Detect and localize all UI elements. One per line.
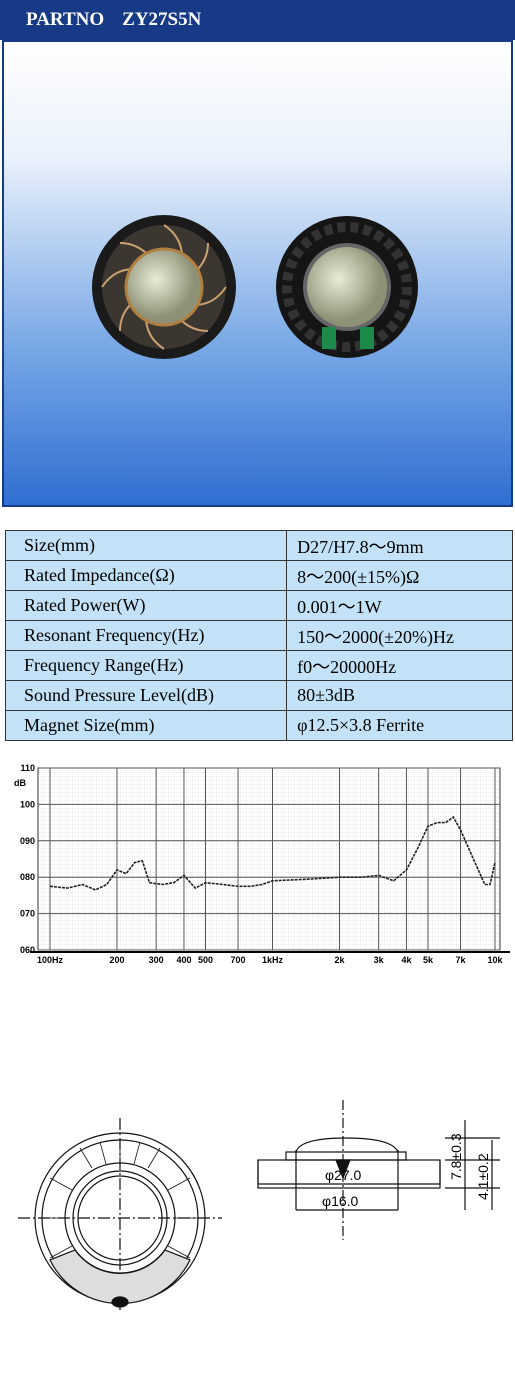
x-tick-label: 500	[198, 955, 213, 965]
spec-row: Rated Impedance(Ω) 8～200(±15%)Ω	[4, 560, 513, 591]
spec-value: 0.001～1W	[286, 590, 513, 621]
spec-label: Size(mm)	[4, 530, 288, 561]
y-tick-label: 100	[20, 799, 35, 809]
spec-label: Frequency Range(Hz)	[4, 650, 288, 681]
dimension-drawing: φ27.0 φ16.0 7.8±0.3 4.1±0.2	[18, 1100, 500, 1312]
x-tick-label: 7k	[456, 955, 467, 965]
spec-label: Resonant Frequency(Hz)	[4, 620, 288, 651]
spec-row: Resonant Frequency(Hz) 150～2000(±20%)Hz	[4, 620, 513, 651]
x-tick-label: 300	[149, 955, 164, 965]
speakers	[92, 215, 418, 359]
spec-value: 8～200(±15%)Ω	[286, 560, 513, 591]
x-tick-label: 3k	[374, 955, 385, 965]
spec-label: Rated Power(W)	[4, 590, 288, 621]
y-tick-label: 080	[20, 872, 35, 882]
product-photo	[2, 40, 513, 507]
x-tick-label: 2k	[334, 955, 345, 965]
x-tick-label: 400	[176, 955, 191, 965]
y-tick-label: 090	[20, 836, 35, 846]
spec-value: D27/H7.8～9mm	[286, 530, 513, 561]
response-curve	[49, 815, 496, 891]
plot-area	[37, 767, 501, 951]
x-tick-label: 200	[109, 955, 124, 965]
x-tick-label: 10k	[487, 955, 503, 965]
y-tick-label: 110	[20, 763, 35, 773]
frame-height: 4.1±0.2	[475, 1153, 491, 1200]
y-axis-label: dB	[14, 778, 26, 788]
spec-row: Frequency Range(Hz) f0～20000Hz	[4, 650, 513, 681]
spec-label: Sound Pressure Level(dB)	[4, 680, 288, 711]
x-tick-label: 700	[231, 955, 246, 965]
header: PARTNO ZY27S5N	[0, 0, 515, 40]
x-tick-label: 1kHz	[262, 955, 284, 965]
height: 7.8±0.3	[448, 1133, 464, 1180]
x-tick-label: 4k	[401, 955, 412, 965]
y-tick-label: 060	[20, 945, 35, 955]
spec-value: φ12.5×3.8 Ferrite	[286, 710, 513, 741]
x-tick-label: 5k	[423, 955, 434, 965]
spec-value: 80±3dB	[286, 680, 513, 711]
spec-row: Sound Pressure Level(dB) 80±3dB	[4, 680, 513, 711]
spec-table: Size(mm) D27/H7.8～9mm Rated Impedance(Ω) 8～…	[4, 530, 513, 741]
spec-row: Size(mm) D27/H7.8～9mm	[4, 530, 513, 561]
response-chart: dB 060 070 080 090 100 110 100Hz 200 300 400 500 70…	[14, 763, 510, 965]
spec-row: Rated Power(W) 0.001～1W	[4, 590, 513, 621]
magnet-dia: φ16.0	[322, 1193, 359, 1209]
y-tick-label: 070	[20, 909, 35, 919]
spec-row: Magnet Size(mm) φ12.5×3.8 Ferrite	[4, 710, 513, 741]
outer-dia: φ27.0	[325, 1167, 362, 1183]
x-tick-label: 100Hz	[37, 955, 64, 965]
model: ZY27S5N	[122, 9, 202, 30]
spec-value: 150～2000(±20%)Hz	[286, 620, 513, 651]
spec-label: Magnet Size(mm)	[4, 710, 288, 741]
spec-value: f0～20000Hz	[286, 650, 513, 681]
header-label: PARTNO	[26, 9, 105, 30]
spec-label: Rated Impedance(Ω)	[4, 560, 288, 591]
